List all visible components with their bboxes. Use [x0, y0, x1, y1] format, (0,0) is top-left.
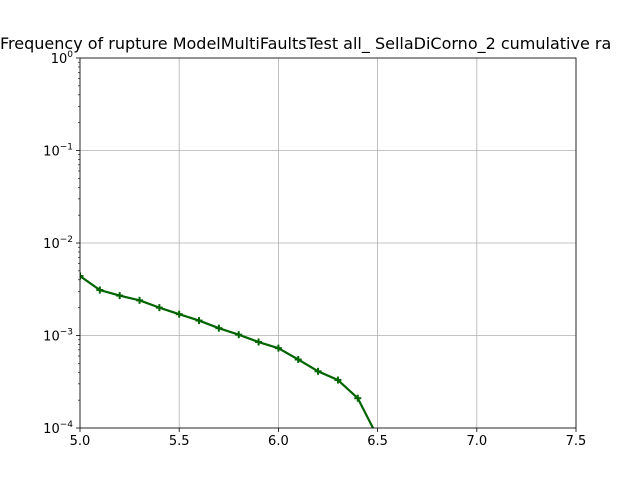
- x-tick-label: 7.0: [466, 434, 487, 449]
- y-tick-base: 10: [43, 145, 60, 160]
- chart-title: Frequency of rupture ModelMultiFaultsTes…: [0, 34, 611, 54]
- y-tick-base: 10: [43, 330, 60, 345]
- y-tick-exponent: −4: [60, 420, 74, 430]
- x-tick-label: 6.0: [268, 434, 289, 449]
- x-tick-label: 5.5: [169, 434, 190, 449]
- x-axis: 5.0 5.5 6.0 6.5 7.0 7.5: [70, 428, 587, 449]
- y-tick-label: 10−3: [43, 328, 73, 345]
- y-tick-exponent: −1: [60, 143, 73, 153]
- y-tick-label: 10−2: [43, 235, 73, 252]
- y-tick-base: 10: [43, 237, 60, 252]
- y-tick-label: 100: [51, 50, 74, 67]
- y-tick-exponent: −2: [60, 235, 73, 245]
- y-tick-exponent: 0: [67, 50, 73, 60]
- x-tick-label: 6.5: [367, 434, 388, 449]
- y-tick-exponent: −3: [60, 328, 73, 338]
- x-tick-label: 5.0: [70, 434, 91, 449]
- series-layer: [80, 272, 375, 428]
- y-tick-base: 10: [43, 422, 60, 437]
- y-tick-label: 10−4: [43, 420, 73, 437]
- y-tick-base: 10: [51, 52, 68, 67]
- series-line: [80, 275, 375, 428]
- x-tick-label: 7.5: [566, 434, 587, 449]
- y-tick-label: 10−1: [43, 143, 73, 160]
- series-group: [80, 272, 375, 428]
- grid: [79, 57, 577, 429]
